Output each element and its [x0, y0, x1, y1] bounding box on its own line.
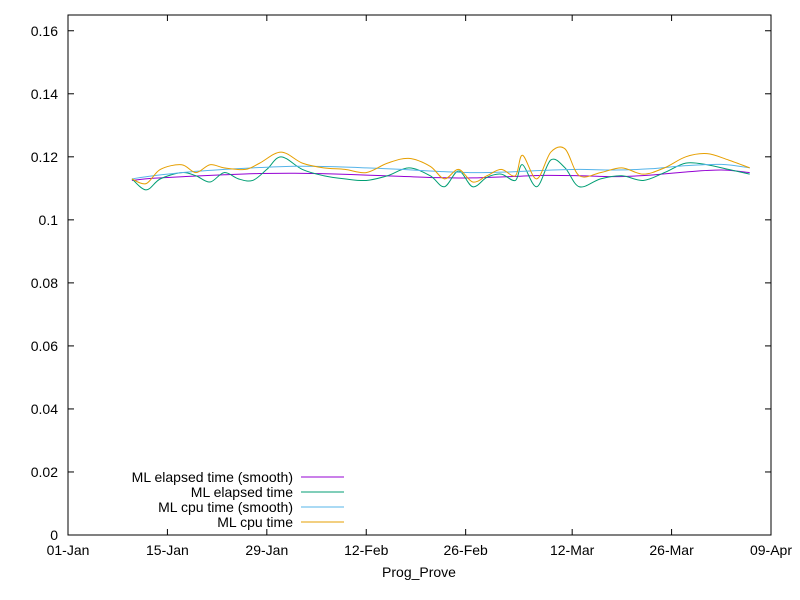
- series-layer: [131, 146, 750, 191]
- legend: ML elapsed time (smooth)ML elapsed timeM…: [132, 469, 344, 530]
- y-tick-label: 0.08: [31, 275, 58, 291]
- legend-label: ML elapsed time (smooth): [132, 469, 293, 485]
- y-tick-label: 0.06: [31, 338, 58, 354]
- legend-label: ML elapsed time: [191, 484, 293, 500]
- x-tick-label: 09-Apr: [750, 542, 792, 558]
- y-tick-label: 0.12: [31, 149, 58, 165]
- plot-border: [67, 14, 772, 536]
- legend-label: ML cpu time (smooth): [158, 499, 293, 515]
- y-tick-label: 0.02: [31, 464, 58, 480]
- x-axis-title: Prog_Prove: [382, 564, 456, 580]
- y-tick-label: 0: [50, 527, 58, 543]
- x-tick-label: 12-Feb: [344, 542, 389, 558]
- y-tick-label: 0.14: [31, 86, 58, 102]
- y-tick-label: 0.16: [31, 23, 58, 39]
- x-tick-label: 15-Jan: [146, 542, 189, 558]
- x-tick-label: 29-Jan: [245, 542, 288, 558]
- y-tick-label: 0.04: [31, 401, 58, 417]
- x-tick-label: 26-Feb: [443, 542, 488, 558]
- series-line-2: [131, 156, 750, 191]
- x-tick-label: 12-Mar: [550, 542, 595, 558]
- series-line-1: [131, 169, 750, 181]
- legend-label: ML cpu time: [217, 514, 293, 530]
- x-tick-label: 26-Mar: [649, 542, 694, 558]
- x-tick-label: 01-Jan: [47, 542, 90, 558]
- y-tick-label: 0.1: [39, 212, 59, 228]
- series-line-4: [131, 146, 750, 185]
- series-line-3: [131, 163, 750, 180]
